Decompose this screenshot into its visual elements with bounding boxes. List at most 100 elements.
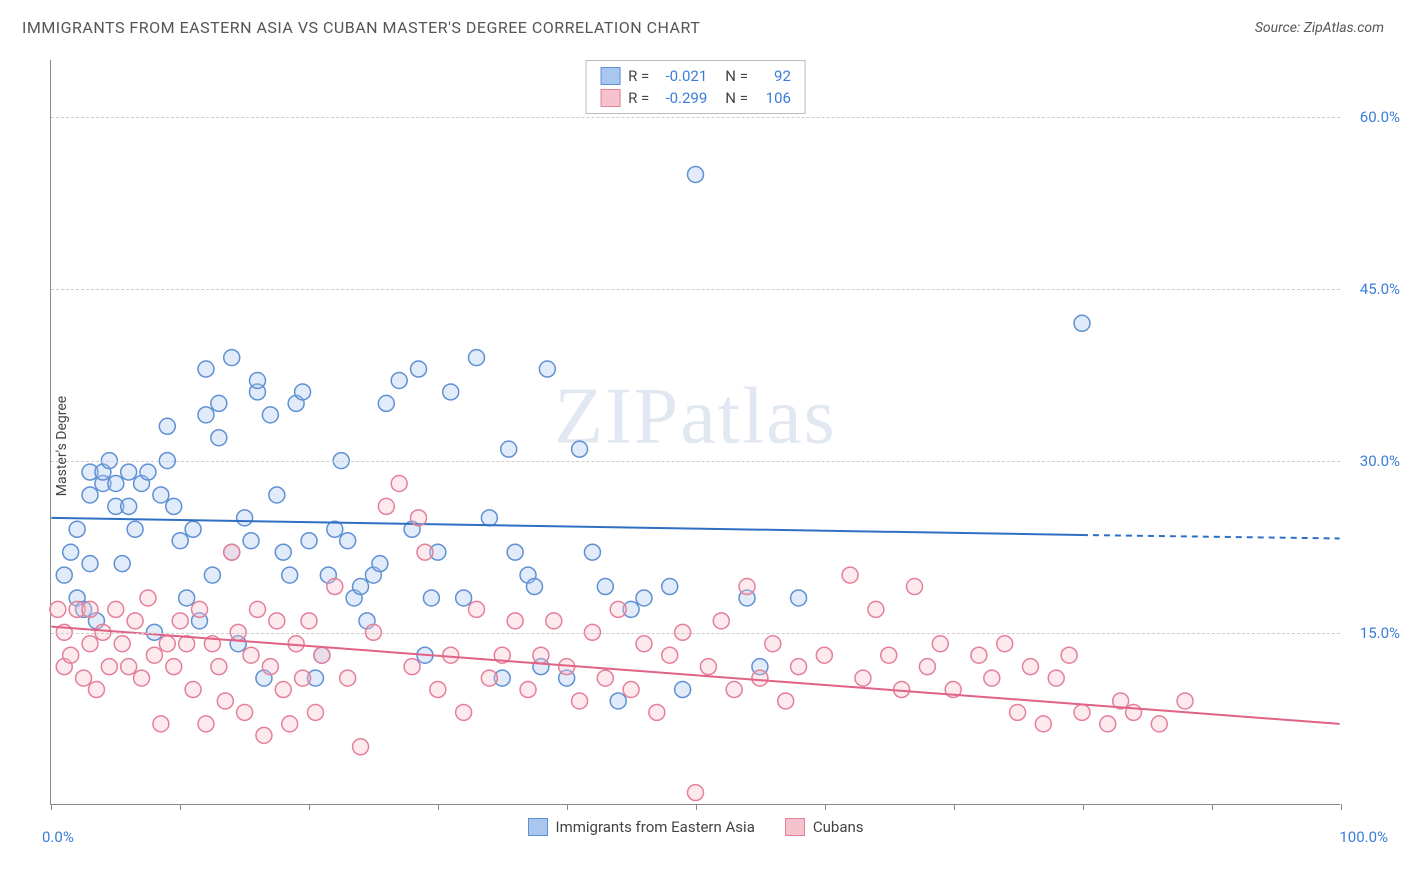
data-point <box>610 693 626 709</box>
data-point <box>282 716 298 732</box>
legend-label: Cubans <box>813 818 864 836</box>
data-point <box>1100 716 1116 732</box>
data-point <box>249 373 265 389</box>
data-point <box>855 670 871 686</box>
data-point <box>372 556 388 572</box>
data-point <box>224 544 240 560</box>
data-point <box>1074 704 1090 720</box>
data-point <box>295 670 311 686</box>
legend-bottom: Immigrants from Eastern AsiaCubans <box>528 818 864 836</box>
data-point <box>391 373 407 389</box>
data-point <box>88 682 104 698</box>
data-point <box>378 395 394 411</box>
data-point <box>688 785 704 801</box>
data-point <box>101 659 117 675</box>
data-point <box>623 682 639 698</box>
data-point <box>314 647 330 663</box>
x-tick <box>180 804 181 810</box>
data-point <box>572 441 588 457</box>
data-point <box>82 556 98 572</box>
data-point <box>166 659 182 675</box>
data-point <box>204 567 220 583</box>
data-point <box>1022 659 1038 675</box>
data-point <box>984 670 1000 686</box>
data-point <box>778 693 794 709</box>
legend-r-value: -0.299 <box>657 89 707 107</box>
y-tick-label: 60.0% <box>1345 108 1400 126</box>
data-point <box>417 544 433 560</box>
data-point <box>739 579 755 595</box>
data-point <box>1035 716 1051 732</box>
data-point <box>56 567 72 583</box>
data-point <box>868 601 884 617</box>
data-point <box>520 682 536 698</box>
gridline <box>51 461 1340 462</box>
data-point <box>469 350 485 366</box>
data-point <box>211 395 227 411</box>
data-point <box>997 636 1013 652</box>
legend-r-label: R = <box>628 67 649 85</box>
data-point <box>430 682 446 698</box>
y-tick-label: 45.0% <box>1345 280 1400 298</box>
data-point <box>636 590 652 606</box>
legend-n-value: 92 <box>756 67 791 85</box>
data-point <box>159 418 175 434</box>
data-point <box>146 647 162 663</box>
data-point <box>237 510 253 526</box>
data-point <box>1048 670 1064 686</box>
data-point <box>443 384 459 400</box>
data-point <box>249 601 265 617</box>
data-point <box>256 727 272 743</box>
data-point <box>765 636 781 652</box>
title-bar: IMMIGRANTS FROM EASTERN ASIA VS CUBAN MA… <box>22 18 1384 37</box>
data-point <box>172 613 188 629</box>
legend-row: R =-0.299N =106 <box>600 87 791 109</box>
data-point <box>275 682 291 698</box>
data-point <box>269 613 285 629</box>
regression-line <box>51 518 1082 535</box>
data-point <box>526 579 542 595</box>
data-point <box>211 430 227 446</box>
data-point <box>404 659 420 675</box>
data-point <box>636 636 652 652</box>
plot-area: ZIPatlas R =-0.021N =92R =-0.299N =106 I… <box>50 60 1340 805</box>
x-tick <box>309 804 310 810</box>
data-point <box>108 476 124 492</box>
data-point <box>198 361 214 377</box>
legend-swatch <box>528 818 548 836</box>
legend-item: Cubans <box>785 818 864 836</box>
gridline <box>51 633 1340 634</box>
data-point <box>172 533 188 549</box>
data-point <box>481 510 497 526</box>
data-point <box>198 716 214 732</box>
data-point <box>713 613 729 629</box>
data-point <box>159 636 175 652</box>
data-point <box>262 659 278 675</box>
data-point <box>185 521 201 537</box>
data-point <box>69 521 85 537</box>
data-point <box>327 579 343 595</box>
data-point <box>546 613 562 629</box>
data-point <box>327 521 343 537</box>
data-point <box>340 533 356 549</box>
data-point <box>192 601 208 617</box>
data-point <box>82 601 98 617</box>
legend-n-label: N = <box>725 89 748 107</box>
legend-row: R =-0.021N =92 <box>600 65 791 87</box>
legend-swatch <box>600 67 620 85</box>
data-point <box>153 487 169 503</box>
x-tick <box>1083 804 1084 810</box>
data-point <box>140 464 156 480</box>
data-point <box>275 544 291 560</box>
data-point <box>443 647 459 663</box>
data-point <box>301 613 317 629</box>
data-point <box>597 579 613 595</box>
data-point <box>881 647 897 663</box>
x-tick <box>567 804 568 810</box>
data-point <box>50 601 66 617</box>
data-point <box>1151 716 1167 732</box>
data-point <box>166 498 182 514</box>
data-point <box>649 704 665 720</box>
data-point <box>726 682 742 698</box>
data-point <box>301 533 317 549</box>
